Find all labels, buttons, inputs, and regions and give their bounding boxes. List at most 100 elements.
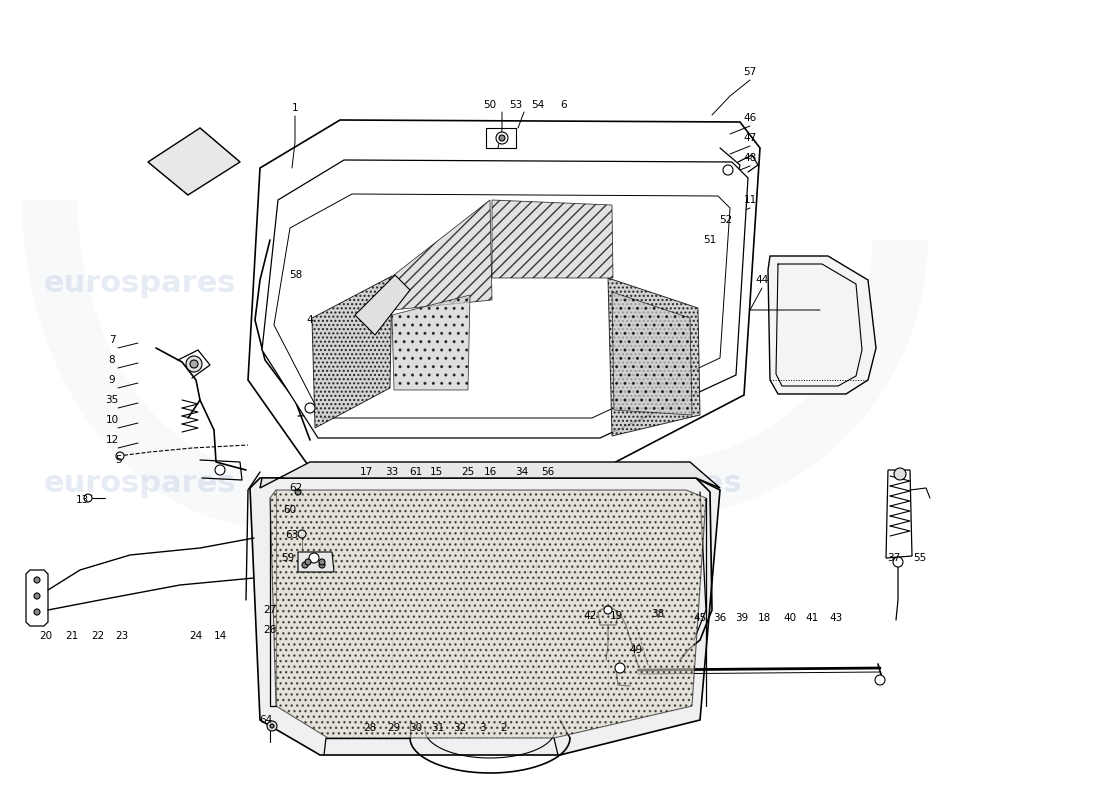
Polygon shape [492,200,613,278]
Text: eurospares: eurospares [44,270,236,298]
Text: 57: 57 [744,67,757,77]
Polygon shape [260,462,720,488]
Text: 23: 23 [116,631,129,641]
Circle shape [298,530,306,538]
Text: 60: 60 [284,505,297,515]
Text: 34: 34 [516,467,529,477]
Text: 36: 36 [714,613,727,623]
Text: 26: 26 [263,625,276,635]
Text: 48: 48 [744,153,757,163]
Text: 10: 10 [106,415,119,425]
Circle shape [270,724,274,728]
Polygon shape [298,552,334,572]
Circle shape [295,489,301,495]
Polygon shape [148,128,240,195]
Polygon shape [270,490,706,738]
Text: 20: 20 [40,631,53,641]
Text: 25: 25 [461,467,474,477]
Text: 27: 27 [263,605,276,615]
Circle shape [302,562,308,568]
Text: 1: 1 [292,103,298,113]
Text: 4: 4 [307,315,314,325]
Circle shape [309,553,319,563]
Text: 24: 24 [189,631,202,641]
Text: 37: 37 [888,553,901,563]
Text: eurospares: eurospares [550,270,742,298]
Text: 29: 29 [387,723,400,733]
Text: 13: 13 [76,495,89,505]
Circle shape [267,721,277,731]
Text: 33: 33 [385,467,398,477]
Text: 22: 22 [91,631,104,641]
Text: 12: 12 [106,435,119,445]
Text: 41: 41 [805,613,818,623]
Polygon shape [390,200,492,310]
Text: 53: 53 [509,100,522,110]
Circle shape [723,165,733,175]
Polygon shape [274,194,730,418]
Circle shape [319,562,324,568]
Circle shape [319,559,324,565]
Text: 9: 9 [109,375,116,385]
Text: 30: 30 [409,723,422,733]
Text: 43: 43 [829,613,843,623]
Text: 3: 3 [478,723,485,733]
Polygon shape [312,276,392,428]
Polygon shape [248,120,760,468]
Text: 8: 8 [109,355,116,365]
Circle shape [604,606,612,614]
Circle shape [116,452,124,460]
Circle shape [214,465,225,475]
Circle shape [305,559,311,565]
Text: 50: 50 [483,100,496,110]
Circle shape [34,593,40,599]
Text: eurospares: eurospares [550,470,742,498]
Polygon shape [250,478,721,755]
Polygon shape [886,470,912,558]
Polygon shape [26,570,48,626]
Text: 18: 18 [758,613,771,623]
Polygon shape [608,278,700,436]
Circle shape [84,494,92,502]
Text: 40: 40 [783,613,796,623]
Text: 63: 63 [285,530,298,540]
Text: 64: 64 [260,715,273,725]
Polygon shape [392,295,470,390]
Text: 11: 11 [744,195,757,205]
Text: 5: 5 [114,455,121,465]
Circle shape [496,132,508,144]
Text: 16: 16 [483,467,496,477]
Text: 42: 42 [583,611,596,621]
Text: 52: 52 [719,215,733,225]
Text: 46: 46 [744,113,757,123]
Text: 39: 39 [736,613,749,623]
Circle shape [874,675,886,685]
Circle shape [499,135,505,141]
Text: 2: 2 [500,723,507,733]
Text: 17: 17 [360,467,373,477]
Text: 47: 47 [744,133,757,143]
Circle shape [190,360,198,368]
Circle shape [186,356,202,372]
Text: 51: 51 [703,235,716,245]
Circle shape [615,663,625,673]
Text: 31: 31 [431,723,444,733]
Text: 55: 55 [913,553,926,563]
Text: 61: 61 [409,467,422,477]
Text: 6: 6 [561,100,568,110]
Text: 56: 56 [541,467,554,477]
Text: 32: 32 [453,723,466,733]
Text: 15: 15 [429,467,442,477]
Circle shape [34,577,40,583]
Circle shape [894,468,906,480]
Polygon shape [768,256,876,394]
Text: 54: 54 [531,100,544,110]
Text: 45: 45 [693,613,706,623]
Polygon shape [355,275,410,335]
Text: 7: 7 [109,335,116,345]
Circle shape [305,403,315,413]
Polygon shape [262,160,748,438]
Text: 38: 38 [651,609,664,619]
Text: 35: 35 [106,395,119,405]
Text: 58: 58 [289,270,302,280]
